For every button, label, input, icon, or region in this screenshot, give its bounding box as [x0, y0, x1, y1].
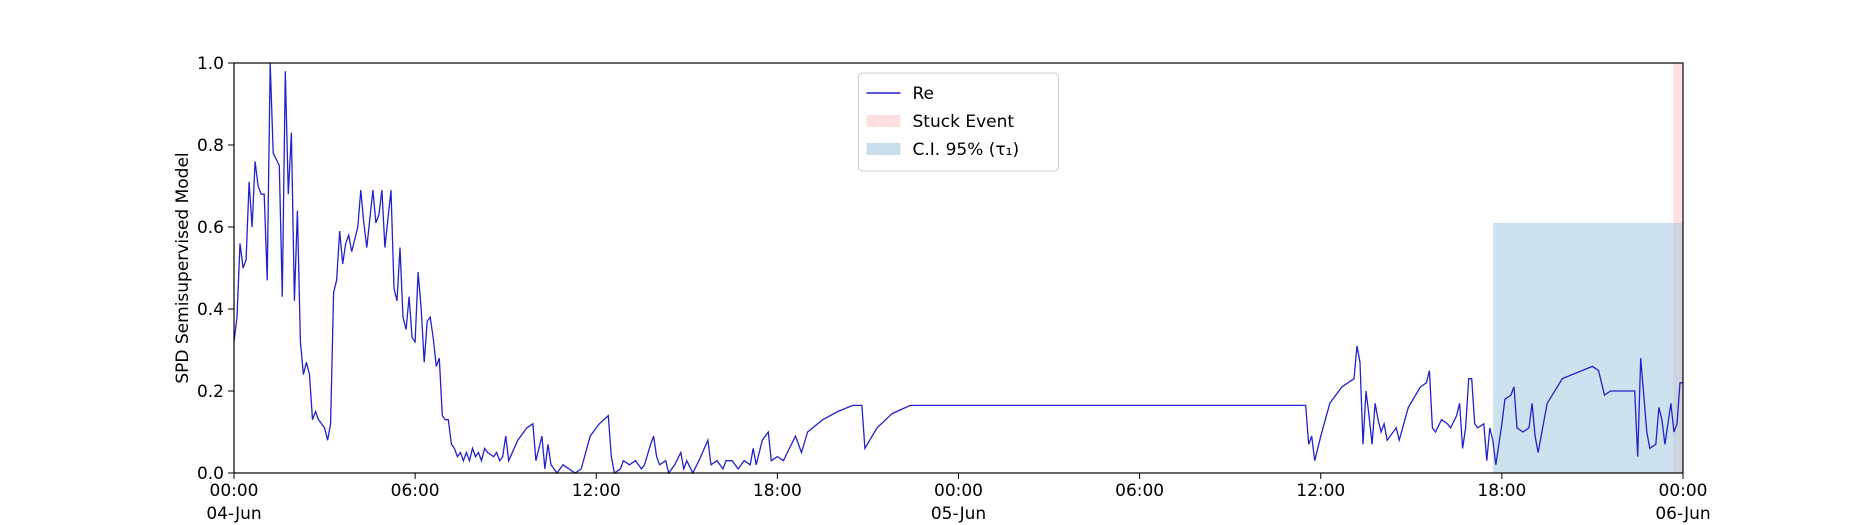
legend-swatch: [866, 115, 901, 127]
legend-box: [858, 72, 1059, 172]
span: [1493, 222, 1683, 473]
x-tick-label: 00:00 06-Jun: [1655, 481, 1710, 524]
y-tick-label: 0.6: [197, 218, 224, 238]
x-tick-label: 18:00: [1477, 481, 1526, 501]
x-tick-label: 06:00: [1115, 481, 1164, 501]
x-tick-label: 12:00: [572, 481, 621, 501]
y-tick-label: 0.0: [197, 464, 224, 484]
x-tick-label: 06:00: [391, 481, 440, 501]
y-tick-label: 0.8: [197, 136, 224, 156]
legend-label: C.I. 95% (τ₁): [913, 140, 1020, 160]
x-tick-label: 12:00: [1296, 481, 1345, 501]
x-tick-label: 00:00 05-Jun: [931, 481, 986, 524]
legend-label: Re: [913, 84, 935, 104]
legend-swatch: [866, 143, 901, 155]
x-tick-label: 18:00: [753, 481, 802, 501]
y-tick-label: 1.0: [197, 54, 224, 74]
y-tick-label: 0.2: [197, 382, 224, 402]
data-line: [233, 62, 1683, 475]
legend-label: Stuck Event: [913, 112, 1015, 132]
y-axis-label: SPD Semisupervised Model: [173, 152, 193, 383]
y-tick-label: 0.4: [197, 300, 224, 320]
